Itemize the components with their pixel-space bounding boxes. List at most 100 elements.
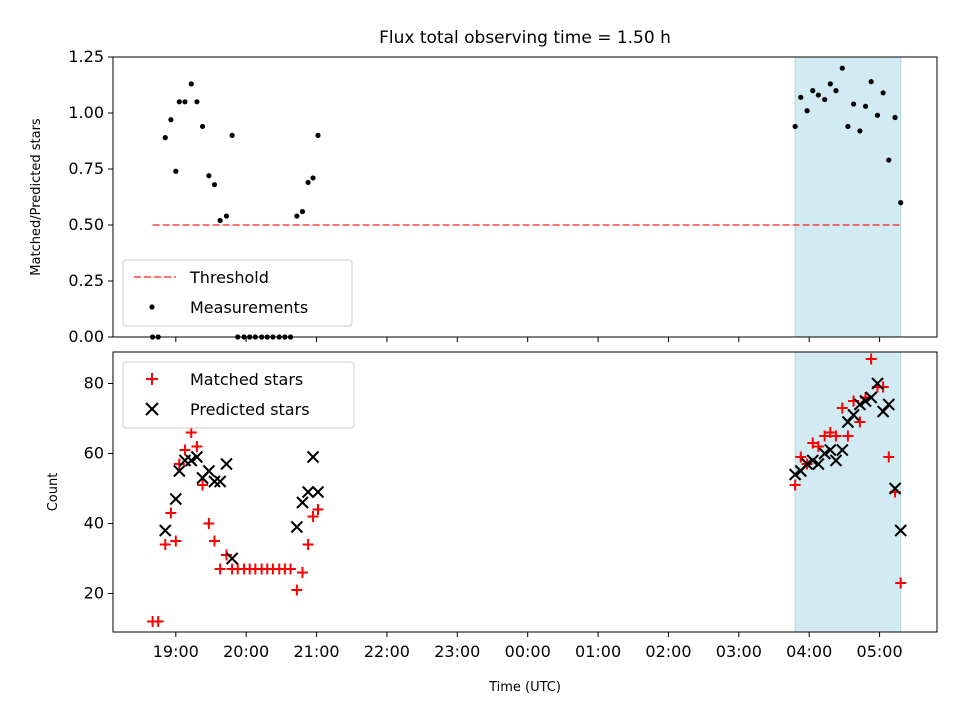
predicted-star-point [225, 552, 239, 565]
x-tick-label: 22:00 [364, 642, 410, 661]
matched-star-point [895, 577, 907, 589]
matched-star-points [147, 353, 907, 627]
measurement-point [310, 175, 316, 181]
predicted-star-point [847, 408, 860, 422]
highlight-span-rect [794, 351, 902, 633]
x-tick-label: 19:00 [153, 642, 199, 661]
matched-star-point [307, 511, 319, 522]
predicted-star-point [290, 520, 304, 534]
measurement-points [149, 65, 904, 340]
measurement-point [850, 101, 857, 107]
measurement-point [827, 81, 833, 87]
measurement-point [299, 208, 306, 215]
y-tick-label: 60 [84, 444, 104, 463]
matched-star-point [296, 567, 308, 578]
matched-star-point [191, 441, 203, 452]
predicted-star-point [882, 398, 895, 411]
measurement-point [229, 132, 235, 138]
ratio-subplot: 0.00 0.25 0.50 0.75 1.00 1.25 Flux total obse… [29, 28, 938, 346]
matched-star-point [285, 563, 297, 575]
x-tick-label: 00:00 [505, 642, 551, 661]
predicted-star-point [864, 391, 878, 404]
matched-star-point [197, 479, 209, 491]
predicted-star-point [190, 450, 204, 464]
legend-measurements-swatch [149, 304, 155, 310]
matched-star-point [179, 444, 191, 456]
y-tick-label: 0.00 [68, 327, 104, 346]
ratio-subplot-frame [112, 56, 938, 338]
predicted-star-point [213, 475, 227, 488]
matched-star-point [209, 535, 221, 547]
measurement-point [857, 128, 863, 134]
measurement-point [211, 182, 218, 188]
y-tick-label: 40 [84, 514, 104, 533]
predicted-star-point [871, 377, 884, 390]
count-legend-box [122, 361, 355, 429]
measurement-point [839, 65, 845, 71]
ratio-y-axis-label: Matched/Predicted stars [29, 118, 44, 276]
predicted-star-point [836, 443, 849, 457]
matched-star-point [152, 616, 164, 627]
x-tick-label: 04:00 [786, 642, 832, 661]
count-legend: Matched stars Predicted stars [122, 361, 355, 429]
matched-star-point [220, 549, 232, 561]
x-axis-label: Time (UTC) [488, 680, 561, 695]
matched-star-point [165, 507, 177, 519]
x-tick-label: 02:00 [645, 642, 691, 661]
matched-star-point [203, 518, 215, 529]
measurement-point [206, 173, 212, 179]
matched-star-point [185, 427, 197, 438]
matched-star-point [824, 427, 836, 438]
matched-star-point [807, 437, 819, 449]
predicted-star-point [185, 454, 198, 467]
y-tick-label: 20 [84, 584, 104, 603]
y-tick-label: 80 [84, 374, 104, 393]
measurement-point [822, 96, 828, 103]
highlight-span-rect [794, 56, 902, 338]
y-tick-label: 0.50 [68, 215, 104, 234]
legend-predicted-label: Predicted stars [190, 400, 310, 419]
predicted-star-points [159, 377, 907, 565]
measurement-point [182, 99, 188, 105]
y-tick-label: 0.25 [68, 271, 104, 290]
matched-star-point [842, 430, 854, 442]
matched-star-point [214, 563, 226, 575]
x-tick-label: 21:00 [294, 642, 340, 661]
predicted-star-point [829, 454, 843, 467]
predicted-star-point [202, 464, 216, 478]
matched-star-point [883, 451, 895, 463]
matched-star-point [812, 441, 824, 452]
matched-star-point [173, 458, 185, 470]
matched-star-point [836, 402, 848, 414]
predicted-star-point [853, 398, 867, 411]
x-tick-label: 03:00 [716, 642, 762, 661]
predicted-star-point [824, 443, 837, 457]
ratio-x-ticks [175, 337, 881, 342]
matched-star-point [877, 381, 889, 393]
legend-matched-swatch [146, 373, 158, 385]
matched-star-point [312, 504, 324, 515]
predicted-star-point [888, 482, 902, 495]
matched-star-point [291, 584, 303, 596]
legend-predicted-swatch [145, 402, 159, 416]
ratio-y-ticks: 0.00 0.25 0.50 0.75 1.00 1.25 [68, 47, 113, 346]
measurement-point [223, 213, 230, 219]
legend-measurements-label: Measurements [190, 298, 308, 317]
predicted-star-point [159, 524, 172, 537]
observation-highlight-span [794, 351, 902, 633]
predicted-star-point [208, 475, 221, 488]
measurement-point [194, 99, 200, 105]
legend-matched-label: Matched stars [190, 370, 303, 389]
count-subplot-frame [112, 351, 938, 633]
matched-star-point [854, 416, 866, 428]
predicted-star-point [301, 485, 315, 499]
matched-star-point [159, 539, 171, 550]
y-tick-label: 0.75 [68, 159, 104, 178]
matched-star-point [302, 539, 314, 550]
measurement-point [188, 81, 194, 87]
matched-star-point [795, 451, 807, 463]
measurement-point [168, 117, 174, 123]
legend-threshold-label: Threshold [189, 268, 269, 287]
predicted-star-point [894, 524, 907, 537]
